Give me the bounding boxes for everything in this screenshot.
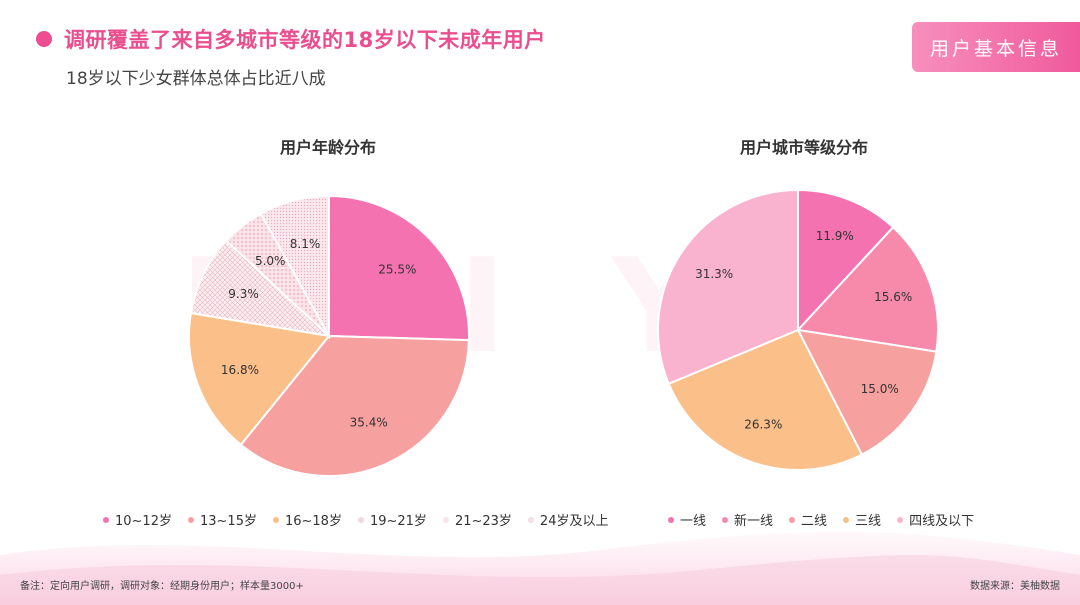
city-legend-item: 三线 xyxy=(843,510,881,529)
data-source: 数据来源：美柚数据 xyxy=(970,581,1060,592)
city-slice-3 xyxy=(667,328,864,471)
legend-label: 16~18岁 xyxy=(284,514,342,529)
age-legend-item: 24岁及以上 xyxy=(527,510,609,529)
city-slice-label-1: 15.6% xyxy=(874,290,912,304)
city-legend: 一线 新一线 二线 三线 四线及以下 xyxy=(668,510,990,529)
legend-label: 新一线 xyxy=(734,514,774,529)
legend-swatch-icon xyxy=(668,516,674,523)
age-legend-item: 21~23岁 xyxy=(442,510,512,529)
legend-swatch-icon xyxy=(442,516,449,523)
city-slice-4 xyxy=(657,188,799,386)
age-slice-label-2: 16.8% xyxy=(221,363,259,377)
legend-swatch-icon xyxy=(897,516,904,523)
city-slice-1 xyxy=(795,225,939,353)
footnote: 备注：定向用户调研，调研对象：经期身份用户；样本量3000+ xyxy=(20,581,304,592)
legend-label: 21~23岁 xyxy=(454,514,512,529)
legend-swatch-icon xyxy=(103,516,109,523)
legend-label: 19~21岁 xyxy=(369,514,427,529)
section-badge: 用户基本信息 xyxy=(912,22,1080,72)
title-bullet-icon xyxy=(36,31,52,47)
city-legend-item: 四线及以下 xyxy=(897,510,974,529)
legend-label: 10~12岁 xyxy=(115,514,172,529)
legend-label: 四线及以下 xyxy=(909,514,975,529)
age-legend: 10~12岁 13~15岁 16~18岁 19~21岁 21~23岁 24岁及以上 xyxy=(103,510,624,529)
legend-swatch-icon xyxy=(272,516,279,523)
legend-label: 三线 xyxy=(855,514,882,529)
legend-swatch-icon xyxy=(187,516,194,523)
age-slice-label-4: 5.0% xyxy=(255,254,286,268)
age-slice-0 xyxy=(328,194,470,342)
city-legend-item: 新一线 xyxy=(722,510,773,529)
bottom-wave-decoration xyxy=(0,531,1080,605)
age-slice-2 xyxy=(188,311,331,447)
city-slice-0 xyxy=(797,188,895,333)
legend-label: 24岁及以上 xyxy=(539,514,609,529)
city-legend-item: 二线 xyxy=(789,510,827,529)
age-legend-item: 13~15岁 xyxy=(187,510,257,529)
age-legend-item: 16~18岁 xyxy=(272,510,342,529)
age-legend-item: 19~21岁 xyxy=(357,510,427,529)
legend-swatch-icon xyxy=(722,516,729,523)
page-subtitle: 18岁以下少女群体总体占比近八成 xyxy=(66,69,326,89)
city-slice-label-4: 31.3% xyxy=(695,267,733,281)
age-legend-item: 10~12岁 xyxy=(103,510,172,529)
title-row: 调研覆盖了来自多城市等级的18岁以下未成年用户 xyxy=(36,24,546,54)
legend-label: 一线 xyxy=(680,514,707,529)
legend-swatch-icon xyxy=(357,516,364,523)
age-slice-label-1: 35.4% xyxy=(350,416,388,430)
city-slice-label-3: 26.3% xyxy=(744,418,782,432)
legend-label: 13~15岁 xyxy=(199,514,257,529)
age-slice-5 xyxy=(259,194,330,340)
legend-swatch-icon xyxy=(527,516,534,523)
age-slice-label-5: 8.1% xyxy=(290,237,321,251)
legend-swatch-icon xyxy=(789,516,796,523)
city-chart-title: 用户城市等级分布 xyxy=(739,138,868,157)
age-slice-1 xyxy=(239,334,470,477)
age-slice-label-0: 25.5% xyxy=(378,263,416,277)
legend-swatch-icon xyxy=(843,516,850,523)
age-slice-label-3: 9.3% xyxy=(228,287,259,301)
age-slice-3 xyxy=(189,239,333,338)
age-chart-title: 用户年龄分布 xyxy=(279,138,376,157)
city-slice-label-2: 15.0% xyxy=(861,382,899,396)
legend-label: 二线 xyxy=(801,514,828,529)
city-slice-label-0: 11.9% xyxy=(816,229,854,243)
page-title: 调研覆盖了来自多城市等级的18岁以下未成年用户 xyxy=(64,28,546,52)
city-slice-2 xyxy=(796,328,938,456)
city-legend-item: 一线 xyxy=(668,510,706,529)
